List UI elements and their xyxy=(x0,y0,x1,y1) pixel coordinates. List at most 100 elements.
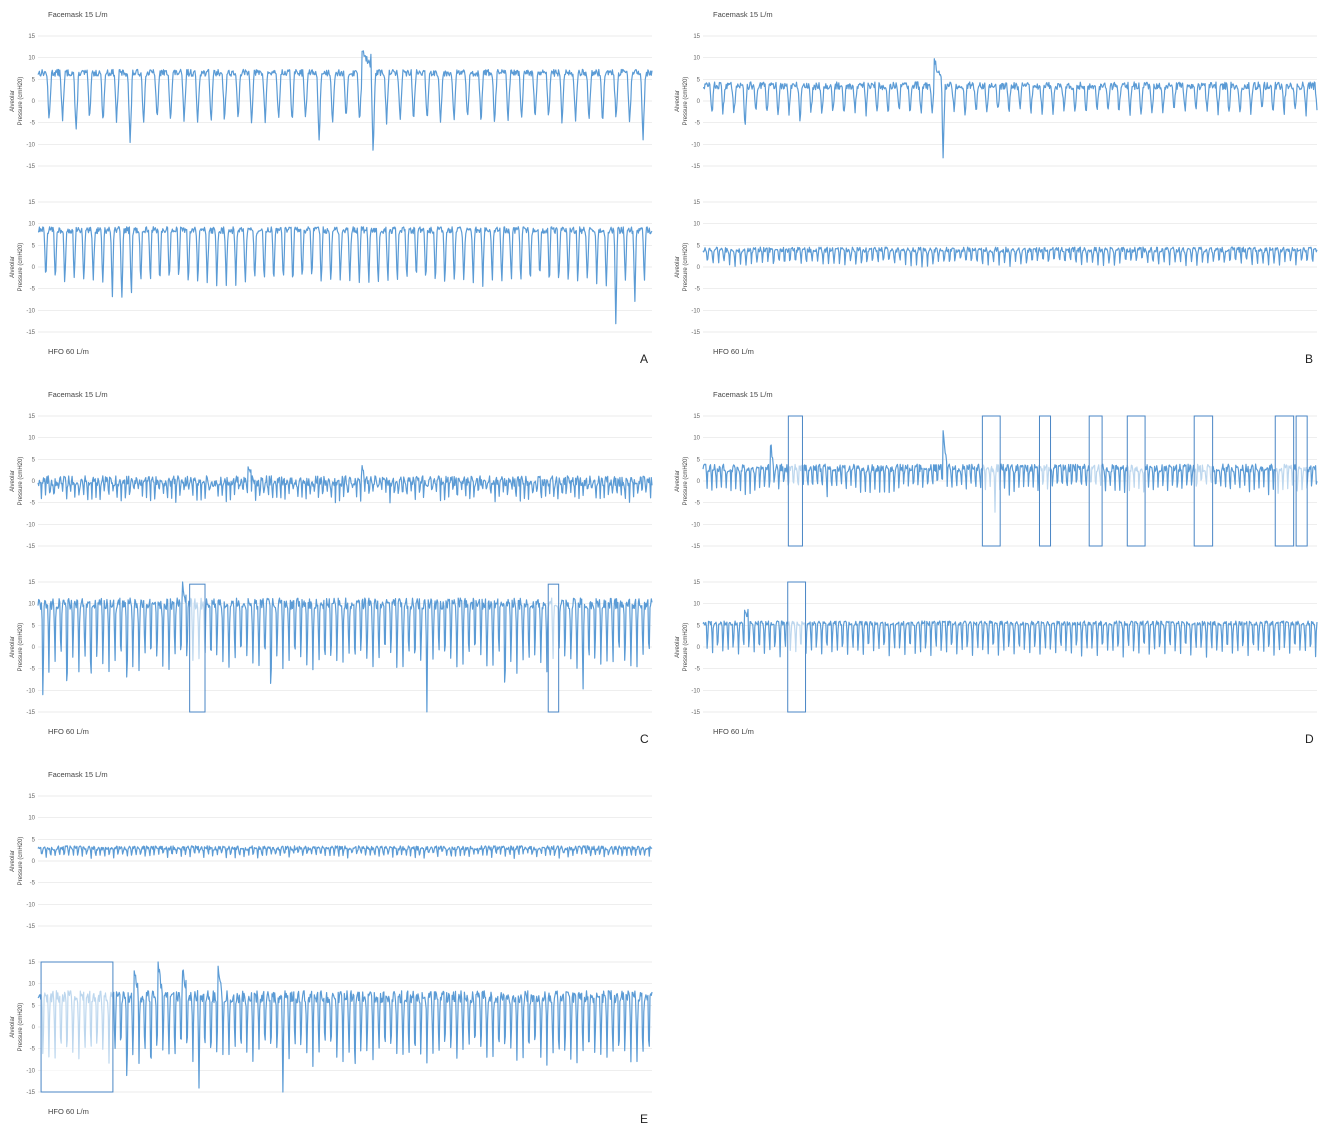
y-axis-label-line: Pressure (cmH20) xyxy=(18,457,24,506)
y-tick-label: -10 xyxy=(26,1068,35,1074)
y-tick-label: 5 xyxy=(697,243,701,249)
y-tick-label: 5 xyxy=(32,837,36,843)
panel-e-top-condition-label: Facemask 15 L/m xyxy=(48,770,108,779)
panel-a-top-condition-label: Facemask 15 L/m xyxy=(48,10,108,19)
y-tick-label: -5 xyxy=(695,287,701,293)
y-tick-label: 5 xyxy=(697,77,701,83)
y-tick-label: 0 xyxy=(697,99,701,105)
panel-c-letter: C xyxy=(640,732,649,746)
y-tick-label: 10 xyxy=(28,222,35,228)
y-axis-label-line: Alveolar xyxy=(10,850,16,872)
panel-e-bottom-condition-label: HFO 60 L/m xyxy=(48,1107,89,1116)
y-axis-label-line: Pressure (cmH20) xyxy=(18,243,24,292)
y-tick-label: 5 xyxy=(697,457,701,463)
panel-b-letter: B xyxy=(1305,352,1314,366)
y-tick-label: 5 xyxy=(32,457,36,463)
y-tick-label: -15 xyxy=(691,330,700,336)
y-axis-label-line: Alveolar xyxy=(10,470,16,492)
y-tick-label: 0 xyxy=(32,479,36,485)
y-tick-label: 0 xyxy=(697,645,701,651)
y-tick-label: 5 xyxy=(32,243,36,249)
y-axis-label-line: Alveolar xyxy=(10,90,16,112)
subchart-facemask: 15 10 5 0 -5 -10 -15 Alveolar Pressure (cmH20) xyxy=(10,794,653,930)
y-tick-label: 15 xyxy=(28,34,35,40)
subchart-hfo: 15 10 5 0 -5 -10 -15 Alveolar Pressure (cmH20) xyxy=(10,200,653,336)
y-tick-label: 5 xyxy=(32,1003,36,1009)
y-tick-label: 15 xyxy=(693,34,700,40)
subchart-hfo: 15 10 5 0 -5 -10 -15 Alveolar Pressure (cmH20) xyxy=(10,580,653,716)
panel-b: Facemask 15 L/m 15 10 5 0 -5 -10 -15 Alveolar Pr… xyxy=(665,0,1319,375)
panel-d-bottom-condition-label: HFO 60 L/m xyxy=(713,727,754,736)
panel-e-letter: E xyxy=(640,1112,649,1126)
y-tick-label: 0 xyxy=(32,1025,36,1031)
panel-a-letter: A xyxy=(640,352,649,366)
highlight-box xyxy=(1274,415,1295,547)
y-tick-label: -15 xyxy=(691,164,700,170)
y-axis-label: Alveolar Pressure (cmH20) xyxy=(10,243,24,292)
y-tick-label: -10 xyxy=(691,142,700,148)
y-tick-label: -10 xyxy=(691,308,700,314)
y-tick-label: -15 xyxy=(26,924,35,930)
highlight-box xyxy=(1295,415,1308,547)
highlight-box xyxy=(787,581,807,713)
highlight-box xyxy=(189,583,206,713)
y-tick-label: 15 xyxy=(28,580,35,586)
y-tick-label: 0 xyxy=(697,265,701,271)
y-tick-label: -10 xyxy=(26,688,35,694)
y-tick-label: -15 xyxy=(691,710,700,716)
pressure-trace xyxy=(37,961,653,1093)
y-axis-label-line: Alveolar xyxy=(10,256,16,278)
y-tick-label: 10 xyxy=(28,56,35,62)
subchart-hfo: 15 10 5 0 -5 -10 -15 Alveolar Pressure (cmH20) xyxy=(675,580,1318,716)
subchart-facemask: 15 10 5 0 -5 -10 -15 Alveolar Pressure (cmH20) xyxy=(10,414,653,550)
y-tick-label: -15 xyxy=(691,544,700,550)
y-tick-label: 10 xyxy=(693,436,700,442)
y-tick-label: 10 xyxy=(693,56,700,62)
y-tick-label: 15 xyxy=(28,200,35,206)
y-tick-label: 5 xyxy=(32,623,36,629)
panel-e: Facemask 15 L/m 15 10 5 0 -5 -10 -15 Alveolar Pr… xyxy=(0,760,660,1135)
y-axis-label-line: Pressure (cmH20) xyxy=(683,623,689,672)
y-tick-label: 15 xyxy=(693,580,700,586)
y-tick-label: -15 xyxy=(26,710,35,716)
y-tick-label: 10 xyxy=(693,602,700,608)
y-axis-label: Alveolar Pressure (cmH20) xyxy=(675,457,689,506)
subchart-facemask: 15 10 5 0 -5 -10 -15 Alveolar Pressure (cmH20) xyxy=(675,414,1318,550)
y-tick-label: -5 xyxy=(30,287,36,293)
y-axis-label-line: Alveolar xyxy=(675,256,681,278)
y-tick-label: 15 xyxy=(28,960,35,966)
y-tick-label: -5 xyxy=(695,121,701,127)
y-tick-label: 15 xyxy=(693,414,700,420)
panel-a: Facemask 15 L/m 15 10 5 0 -5 -10 -15 Alveolar Pr… xyxy=(0,0,660,375)
pressure-trace xyxy=(37,226,653,325)
y-tick-label: -5 xyxy=(695,501,701,507)
highlight-box xyxy=(40,961,114,1093)
y-tick-label: -10 xyxy=(26,902,35,908)
y-tick-label: 10 xyxy=(28,436,35,442)
pressure-trace xyxy=(702,430,1318,513)
y-axis-label-line: Alveolar xyxy=(675,470,681,492)
pressure-trace xyxy=(702,246,1318,268)
y-tick-label: -15 xyxy=(26,330,35,336)
highlight-box xyxy=(787,415,803,547)
panel-b-top-condition-label: Facemask 15 L/m xyxy=(713,10,773,19)
y-tick-label: 10 xyxy=(28,602,35,608)
y-axis-label: Alveolar Pressure (cmH20) xyxy=(10,837,24,886)
y-tick-label: -10 xyxy=(26,522,35,528)
pressure-trace xyxy=(37,465,653,504)
highlight-box xyxy=(1193,415,1214,547)
y-tick-label: -10 xyxy=(691,688,700,694)
y-tick-label: 0 xyxy=(697,479,701,485)
y-tick-label: 0 xyxy=(32,99,36,105)
y-tick-label: -15 xyxy=(26,1090,35,1096)
y-tick-label: 15 xyxy=(28,414,35,420)
y-axis-label-line: Pressure (cmH20) xyxy=(683,243,689,292)
y-tick-label: -10 xyxy=(26,308,35,314)
y-tick-label: 0 xyxy=(32,645,36,651)
panel-c-top-condition-label: Facemask 15 L/m xyxy=(48,390,108,399)
y-axis-label-line: Alveolar xyxy=(10,1016,16,1038)
panel-d-letter: D xyxy=(1305,732,1314,746)
y-axis-label: Alveolar Pressure (cmH20) xyxy=(10,457,24,506)
y-axis-label-line: Pressure (cmH20) xyxy=(18,837,24,886)
